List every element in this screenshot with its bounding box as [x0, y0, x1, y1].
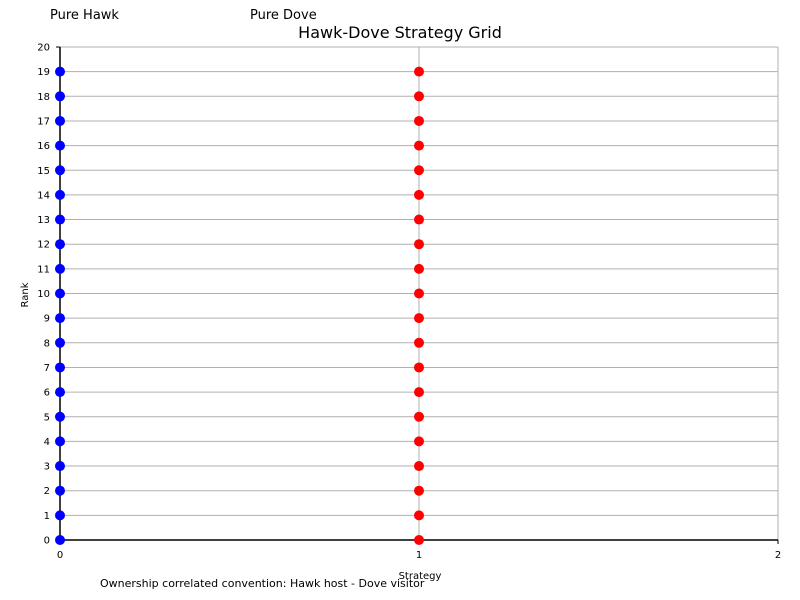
blue-point: [55, 436, 65, 447]
blue-point: [55, 313, 65, 324]
y-tick-label: 0: [44, 536, 50, 547]
red-point: [414, 140, 424, 151]
y-tick-label: 6: [44, 388, 50, 399]
blue-point: [55, 337, 65, 348]
y-tick-label: 11: [37, 264, 50, 275]
red-point: [414, 387, 424, 398]
blue-point: [55, 263, 65, 274]
y-tick-label: 3: [44, 462, 50, 473]
pure-hawk-label: Pure Hawk: [50, 8, 119, 23]
blue-point: [55, 411, 65, 422]
data-points: [55, 66, 424, 545]
y-tick-label: 7: [44, 363, 50, 374]
blue-point: [55, 535, 65, 545]
y-tick-label: 16: [37, 141, 50, 152]
blue-point: [55, 239, 65, 250]
red-point: [414, 91, 424, 102]
blue-point: [55, 387, 65, 398]
red-point: [414, 115, 424, 126]
blue-point: [55, 214, 65, 225]
y-axis-label: Rank: [20, 282, 31, 307]
y-tick-label: 9: [44, 314, 50, 325]
y-tick-label: 20: [37, 43, 50, 54]
red-point: [414, 66, 424, 77]
x-axis-label: Strategy: [399, 571, 442, 582]
red-point: [414, 239, 424, 250]
y-tick-label: 12: [37, 240, 50, 251]
red-point: [414, 214, 424, 225]
blue-point: [55, 288, 65, 299]
blue-point: [55, 66, 65, 77]
blue-point: [55, 165, 65, 176]
blue-point: [55, 461, 65, 472]
red-point: [414, 165, 424, 176]
x-tick-label: 0: [57, 550, 63, 561]
chart-title: Hawk-Dove Strategy Grid: [298, 23, 502, 42]
red-point: [414, 288, 424, 299]
y-tick-label: 17: [37, 116, 50, 127]
blue-point: [55, 115, 65, 126]
pure-dove-label: Pure Dove: [250, 8, 317, 23]
y-tick-label: 1: [44, 511, 50, 522]
blue-point: [55, 485, 65, 496]
y-tick-label: 8: [44, 338, 50, 349]
red-point: [414, 189, 424, 200]
y-tick-label: 15: [37, 166, 50, 177]
x-tick-label: 1: [416, 550, 422, 561]
y-tick-label: 13: [37, 215, 50, 226]
x-tick-label: 2: [775, 550, 781, 561]
red-point: [414, 411, 424, 422]
red-point: [414, 510, 424, 521]
blue-point: [55, 189, 65, 200]
red-point: [414, 362, 424, 373]
y-tick-label: 2: [44, 486, 50, 497]
y-tick-label: 4: [44, 437, 50, 448]
y-tick-label: 10: [37, 289, 50, 300]
y-tick-label: 18: [37, 92, 50, 103]
red-point: [414, 461, 424, 472]
red-point: [414, 263, 424, 274]
convention-footnote: Ownership correlated convention: Hawk ho…: [100, 577, 425, 590]
blue-point: [55, 140, 65, 151]
red-point: [414, 436, 424, 447]
blue-point: [55, 510, 65, 521]
red-point: [414, 485, 424, 496]
red-point: [414, 535, 424, 545]
red-point: [414, 313, 424, 324]
red-point: [414, 337, 424, 348]
y-tick-label: 5: [44, 412, 50, 423]
y-tick-label: 19: [37, 67, 50, 78]
blue-point: [55, 362, 65, 373]
blue-point: [55, 91, 65, 102]
y-tick-label: 14: [37, 190, 50, 201]
